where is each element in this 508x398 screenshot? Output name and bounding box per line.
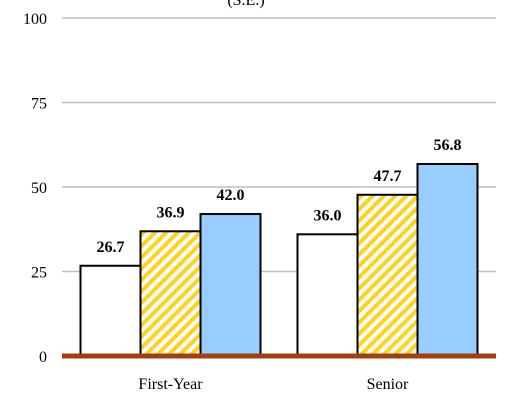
x-axis: First-Year Senior <box>62 353 496 393</box>
y-tick-label: 75 <box>31 96 47 113</box>
bar-senior-series-2 <box>356 193 419 357</box>
data-label: 47.7 <box>374 168 402 185</box>
y-axis: 0 25 50 75 100 <box>23 11 47 366</box>
bar-first-year-series-2 <box>139 230 202 357</box>
bar-senior-series-1 <box>296 233 359 358</box>
data-labels: 26.7 36.9 42.0 36.0 47.7 56.8 <box>97 137 462 256</box>
bar-senior-series-3 <box>416 163 479 357</box>
bar-first-year-series-3 <box>199 213 262 357</box>
y-tick-label: 25 <box>31 265 47 282</box>
y-tick-label: 50 <box>31 180 47 197</box>
y-tick-label: 100 <box>23 11 47 28</box>
data-label: 36.9 <box>157 204 185 221</box>
data-label: 26.7 <box>97 239 125 256</box>
x-category-label: First-Year <box>138 376 203 393</box>
bar-first-year-series-1 <box>79 264 142 357</box>
bars <box>79 163 479 358</box>
data-label: 56.8 <box>434 137 462 154</box>
chart-title-fragment: (S.E.) <box>227 0 264 9</box>
data-label: 36.0 <box>314 207 342 224</box>
x-category-label: Senior <box>367 376 409 393</box>
data-label: 42.0 <box>217 187 245 204</box>
y-tick-label: 0 <box>39 349 47 366</box>
